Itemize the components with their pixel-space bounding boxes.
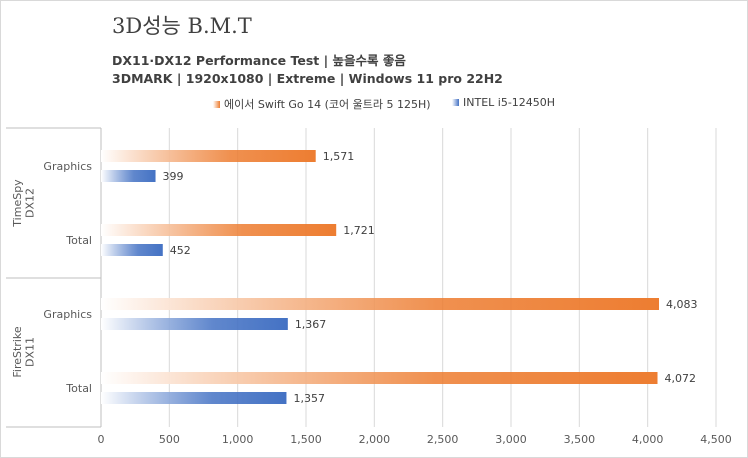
legend-item-series-1: 에이서 Swift Go 14 (코어 울트라 5 125H) bbox=[213, 96, 431, 112]
bar-series-1 bbox=[101, 224, 337, 236]
legend-label-series-2: INTEL i5-12450H bbox=[463, 96, 556, 109]
x-tick-label: 500 bbox=[159, 433, 180, 446]
x-tick-label: 3,500 bbox=[564, 433, 596, 446]
data-label: 1,571 bbox=[323, 150, 355, 163]
data-label: 1,357 bbox=[293, 392, 325, 405]
chart-subtitle-1: DX11·DX12 Performance Test | 높을수록 좋음 bbox=[112, 53, 406, 68]
x-tick-label: 0 bbox=[98, 433, 105, 446]
x-tick-label: 3,000 bbox=[495, 433, 527, 446]
bar-series-1 bbox=[101, 150, 316, 162]
chart-title: 3D성능 B.M.T bbox=[112, 14, 252, 38]
bar-series-1 bbox=[101, 298, 660, 310]
chart-subtitle-2: 3DMARK | 1920x1080 | Extreme | Windows 1… bbox=[112, 71, 503, 86]
legend-swatch-series-2 bbox=[452, 99, 459, 106]
x-tick-label: 2,000 bbox=[359, 433, 391, 446]
x-tick-label: 1,000 bbox=[222, 433, 254, 446]
legend-item-series-2: INTEL i5-12450H bbox=[452, 96, 555, 109]
y-category-label: Total bbox=[65, 382, 92, 395]
data-label: 452 bbox=[170, 244, 191, 257]
data-label: 4,072 bbox=[665, 372, 697, 385]
data-label: 1,367 bbox=[295, 318, 327, 331]
y-group-label: TimeSpyDX12 bbox=[11, 179, 37, 228]
x-tick-label: 4,500 bbox=[700, 433, 732, 446]
x-tick-label: 1,500 bbox=[290, 433, 322, 446]
data-label: 4,083 bbox=[666, 298, 698, 311]
data-label: 399 bbox=[163, 170, 184, 183]
y-group-label: FireStrikeDX11 bbox=[11, 326, 37, 377]
bar-series-1 bbox=[101, 372, 658, 384]
y-category-label: Total bbox=[65, 234, 92, 247]
x-tick-label: 2,500 bbox=[427, 433, 459, 446]
bar-series-2 bbox=[101, 318, 288, 330]
y-category-label: Graphics bbox=[43, 160, 92, 173]
legend-label-series-1: 에이서 Swift Go 14 (코어 울트라 5 125H) bbox=[224, 98, 431, 111]
bar-series-2 bbox=[101, 170, 156, 182]
bar-series-2 bbox=[101, 392, 287, 404]
bar-series-2 bbox=[101, 244, 163, 256]
x-tick-label: 4,000 bbox=[632, 433, 664, 446]
data-label: 1,721 bbox=[343, 224, 375, 237]
legend-swatch-series-1 bbox=[213, 100, 220, 108]
y-category-label: Graphics bbox=[43, 308, 92, 321]
